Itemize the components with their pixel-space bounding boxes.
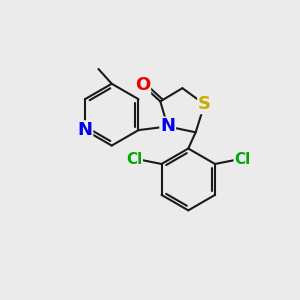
Text: N: N — [160, 117, 175, 135]
Text: Cl: Cl — [234, 152, 250, 167]
Text: N: N — [77, 121, 92, 139]
Text: Cl: Cl — [126, 152, 142, 167]
Text: S: S — [198, 95, 211, 113]
Text: O: O — [135, 76, 150, 94]
